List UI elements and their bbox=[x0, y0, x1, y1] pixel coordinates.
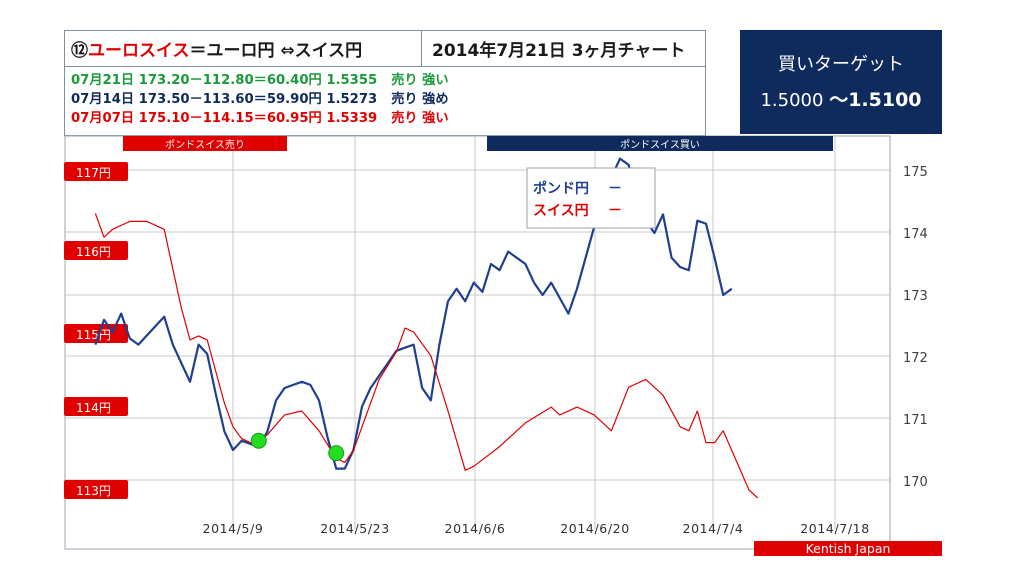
credit-text: Kentish Japan bbox=[806, 541, 891, 556]
info-line-signal: 売り 強い bbox=[391, 111, 449, 126]
title-pair-formula: ＝ユーロ円 ⇔スイス円 bbox=[189, 41, 363, 61]
right-axis-tick: 173 bbox=[903, 289, 928, 304]
info-line-signal: 売り 強い bbox=[391, 73, 449, 88]
right-axis-tick: 175 bbox=[903, 165, 928, 180]
buy-target-box: 買いターゲット 1.5000 ～1.5100 bbox=[740, 30, 942, 134]
right-axis-tick: 170 bbox=[903, 475, 928, 490]
x-axis-tick: 2014/7/18 bbox=[800, 521, 870, 536]
legend-mark: － bbox=[608, 203, 622, 219]
series-line-swiss-yen bbox=[94, 213, 759, 499]
left-axis-badge bbox=[64, 162, 128, 181]
title-pair-name: ユーロスイス bbox=[88, 41, 190, 61]
buy-target-high: ～1.5100 bbox=[829, 89, 922, 111]
legend-label: スイス円 bbox=[533, 203, 589, 219]
buy-target-range: 1.5000 ～1.5100 bbox=[740, 85, 942, 112]
x-axis-tick: 2014/7/4 bbox=[683, 521, 744, 536]
left-axis-badge bbox=[64, 397, 128, 416]
left-axis-badge bbox=[64, 324, 128, 343]
right-axis-tick: 172 bbox=[903, 351, 928, 366]
left-axis-badge bbox=[64, 241, 128, 260]
left-axis-tick: 116円 bbox=[76, 245, 111, 259]
signal-marker bbox=[328, 445, 345, 462]
x-axis-tick: 2014/5/9 bbox=[203, 521, 264, 536]
info-line-0714: 07月14日 173.50－113.60＝59.90円 1.5273 売り 強め bbox=[71, 90, 449, 109]
credit-bar bbox=[754, 541, 942, 556]
signal-marker bbox=[250, 432, 267, 449]
left-axis-badge bbox=[64, 480, 128, 499]
info-line-text: 07月07日 175.10－114.15＝60.95円 1.5339 bbox=[71, 111, 378, 126]
buy-target-low: 1.5000 bbox=[760, 90, 830, 111]
legend-label: ポンド円 bbox=[533, 180, 589, 197]
x-axis-tick: 2014/5/23 bbox=[320, 521, 390, 536]
info-line-0721: 07月21日 173.20－112.80＝60.40円 1.5355 売り 強い bbox=[71, 71, 449, 90]
info-line-text: 07月21日 173.20－112.80＝60.40円 1.5355 bbox=[71, 73, 378, 88]
info-line-0707: 07月07日 175.10－114.15＝60.95円 1.5339 売り 強い bbox=[71, 109, 449, 128]
info-line-signal: 売り 強め bbox=[391, 92, 449, 107]
date-title: 2014年7月21日 3ヶ月チャート bbox=[422, 31, 705, 67]
x-axis-tick: 2014/6/6 bbox=[445, 521, 506, 536]
pair-title: ⑫ ユーロスイス ＝ユーロ円 ⇔スイス円 bbox=[65, 31, 422, 67]
zone-bar-buy bbox=[487, 136, 833, 151]
left-axis-tick: 114円 bbox=[76, 401, 111, 415]
left-axis-tick: 117円 bbox=[76, 166, 111, 180]
x-axis-tick: 2014/6/20 bbox=[560, 521, 630, 536]
title-mark: ⑫ bbox=[71, 41, 88, 61]
chart-header: ⑫ ユーロスイス ＝ユーロ円 ⇔スイス円 2014年7月21日 3ヶ月チャート … bbox=[64, 30, 706, 136]
right-axis-tick: 171 bbox=[903, 413, 928, 428]
info-line-text: 07月14日 173.50－113.60＝59.90円 1.5273 bbox=[71, 92, 378, 107]
info-lines: 07月21日 173.20－112.80＝60.40円 1.5355 売り 強い … bbox=[71, 71, 449, 128]
gridlines bbox=[65, 136, 890, 529]
plot-frame bbox=[64, 135, 891, 550]
right-axis-tick: 174 bbox=[903, 227, 928, 242]
buy-target-label: 買いターゲット bbox=[778, 54, 904, 75]
zone-bar-sell bbox=[123, 136, 287, 151]
zone-label-buy: ポンドスイス買い bbox=[620, 139, 700, 151]
legend: ポンド円 － スイス円 － bbox=[526, 167, 656, 229]
left-axis-tick: 115円 bbox=[76, 328, 111, 342]
left-axis-tick: 113円 bbox=[76, 484, 111, 498]
legend-box bbox=[526, 167, 656, 229]
zone-label-sell: ポンドスイス売り bbox=[165, 138, 245, 151]
legend-mark: － bbox=[608, 181, 622, 197]
